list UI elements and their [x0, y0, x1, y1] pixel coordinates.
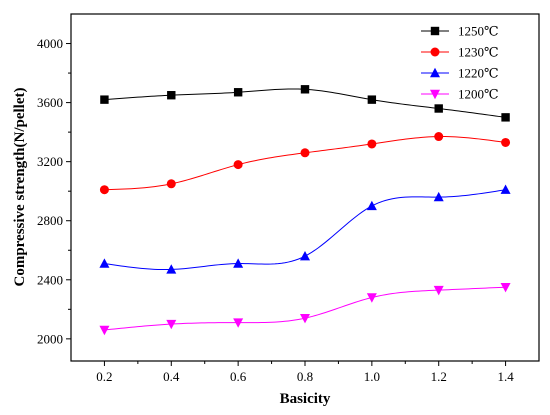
series-0 [100, 85, 510, 122]
legend-label: 1230℃ [458, 45, 499, 60]
legend-item: 1250℃ [421, 24, 499, 39]
legend-marker [430, 26, 440, 36]
legend-item: 1230℃ [421, 45, 499, 60]
legend-label: 1220℃ [458, 66, 499, 81]
x-axis-title: Basicity [280, 391, 331, 407]
y-tick-label: 2400 [37, 272, 63, 287]
y-tick-label: 3600 [37, 95, 63, 110]
series-3 [99, 282, 511, 336]
data-point [99, 258, 110, 268]
series-1 [99, 132, 511, 195]
legend-marker [430, 89, 440, 100]
data-point [300, 148, 310, 158]
series-layer [99, 85, 511, 336]
data-point [366, 200, 377, 211]
x-tick-label: 1.2 [431, 369, 447, 384]
data-point [166, 319, 177, 330]
y-tick-label: 2800 [37, 213, 63, 228]
x-tick-label: 0.6 [230, 369, 247, 384]
data-point [501, 137, 511, 147]
data-point [367, 139, 377, 149]
legend: 1250℃ 1230℃ 1220℃ 1200℃ [421, 24, 499, 102]
legend-label: 1200℃ [458, 87, 499, 102]
data-point [433, 191, 444, 202]
x-tick-label: 0.2 [96, 369, 112, 384]
data-point [99, 325, 110, 336]
legend-label: 1250℃ [458, 24, 499, 39]
legend-marker [430, 67, 440, 78]
x-axis: 0.2 0.4 0.6 0.8 1.0 1.2 1.4 [96, 361, 514, 384]
legend-item: 1200℃ [421, 87, 499, 102]
y-tick-label: 4000 [37, 36, 63, 51]
data-point [367, 95, 377, 104]
y-axis: 2000 2400 2800 3200 3600 4000 [37, 36, 71, 346]
data-point [166, 179, 176, 189]
legend-item: 1220℃ [421, 66, 499, 81]
data-point [500, 184, 511, 194]
legend-marker [430, 47, 440, 57]
series-line [104, 136, 506, 191]
data-point [434, 104, 443, 113]
data-point [433, 285, 444, 296]
x-tick-label: 1.0 [364, 369, 380, 384]
data-point [100, 95, 109, 104]
data-point [434, 132, 444, 142]
x-tick-label: 0.4 [163, 369, 180, 384]
data-point [166, 264, 177, 274]
series-line [104, 286, 506, 331]
data-point [233, 88, 243, 97]
data-point [366, 293, 377, 303]
data-point [99, 185, 109, 195]
y-tick-label: 3200 [37, 154, 63, 169]
data-point [233, 160, 243, 170]
data-point [167, 91, 176, 100]
data-point [233, 318, 244, 328]
data-point [501, 113, 510, 122]
data-point [233, 258, 244, 268]
series-2 [99, 184, 511, 274]
data-point [300, 250, 310, 261]
data-point [500, 282, 511, 293]
data-point [300, 85, 310, 94]
x-tick-label: 0.8 [297, 369, 313, 384]
data-point [300, 313, 310, 324]
y-axis-title: Compressive strength(N/pellet) [12, 87, 28, 286]
y-tick-label: 2000 [37, 331, 63, 346]
x-tick-label: 1.4 [497, 369, 514, 384]
